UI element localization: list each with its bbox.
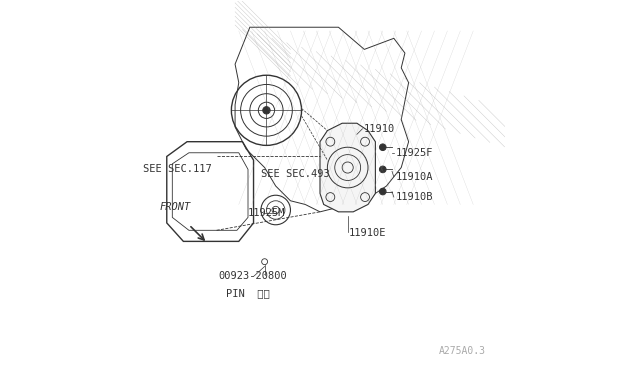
Text: SEE SEC.493: SEE SEC.493 <box>261 169 330 179</box>
Circle shape <box>263 107 270 114</box>
Text: 11910A: 11910A <box>396 172 433 182</box>
Circle shape <box>380 144 386 151</box>
Circle shape <box>380 188 386 195</box>
Circle shape <box>380 166 386 173</box>
Text: 00923-20800: 00923-20800 <box>218 272 287 282</box>
Text: PIN  ピン: PIN ピン <box>226 288 269 298</box>
Text: A275A0.3: A275A0.3 <box>439 346 486 356</box>
Text: 11910: 11910 <box>364 124 395 134</box>
Text: 11925F: 11925F <box>396 148 433 158</box>
Text: 11925M: 11925M <box>248 208 285 218</box>
Text: SEE SEC.117: SEE SEC.117 <box>143 164 212 174</box>
Text: 11910E: 11910E <box>349 228 387 238</box>
Text: FRONT: FRONT <box>159 202 191 212</box>
Polygon shape <box>320 123 376 212</box>
Text: 11910B: 11910B <box>396 192 433 202</box>
